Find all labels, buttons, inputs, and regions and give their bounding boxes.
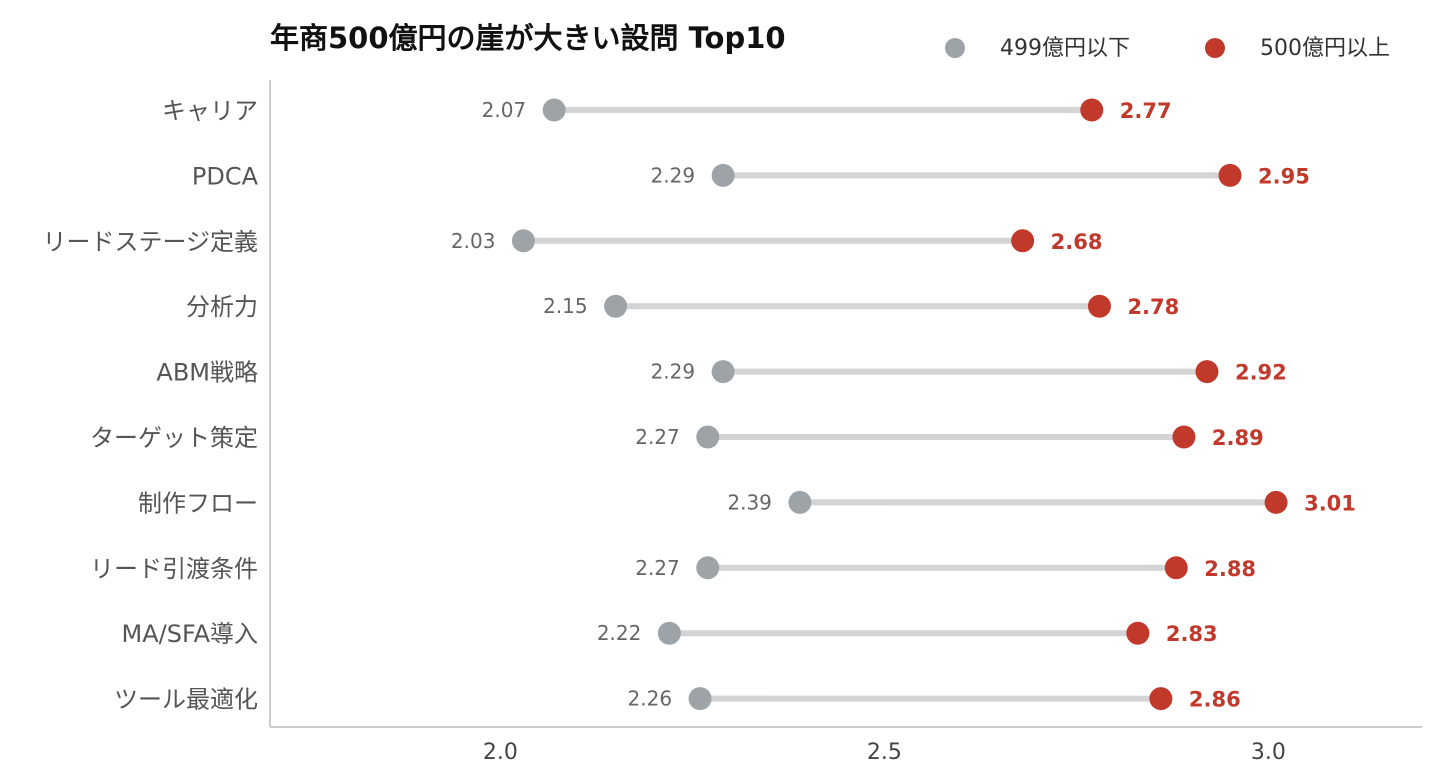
value-label-499-or-less: 2.26: [628, 687, 673, 711]
point-499-or-less: [711, 163, 735, 187]
value-label-499-or-less: 2.27: [635, 425, 680, 449]
category-label: PDCA: [192, 162, 259, 190]
chart-row: ツール最適化 2.26 2.86: [114, 686, 1241, 714]
value-label-500-or-more: 3.01: [1304, 491, 1356, 515]
category-label: リード引渡条件: [90, 555, 258, 583]
point-499-or-less: [657, 621, 681, 645]
value-label-500-or-more: 2.78: [1127, 295, 1179, 319]
chart-row: 制作フロー 2.39 3.01: [138, 489, 1356, 517]
value-label-500-or-more: 2.86: [1189, 688, 1241, 712]
legend-label-500-or-more: 500億円以上: [1260, 36, 1390, 61]
value-label-499-or-less: 2.03: [451, 229, 496, 253]
category-label: MA/SFA導入: [122, 620, 258, 648]
legend-label-499-or-less: 499億円以下: [1000, 36, 1130, 61]
point-500-or-more: [1172, 425, 1196, 449]
point-499-or-less: [511, 229, 535, 253]
x-tick-label: 2.0: [483, 740, 518, 765]
axes: [269, 80, 1422, 728]
point-500-or-more: [1149, 687, 1173, 711]
point-500-or-more: [1164, 556, 1188, 580]
chart-row: リード引渡条件 2.27 2.88: [90, 555, 1256, 583]
point-500-or-more: [1218, 163, 1242, 187]
point-500-or-more: [1195, 360, 1219, 384]
x-tick-label: 2.5: [867, 740, 902, 765]
value-label-499-or-less: 2.27: [635, 556, 680, 580]
point-499-or-less: [696, 425, 720, 449]
category-label: 制作フロー: [138, 489, 258, 517]
chart-row: リードステージ定義 2.03 2.68: [42, 228, 1102, 256]
point-500-or-more: [1126, 621, 1150, 645]
legend-marker-500-or-more: [1205, 38, 1225, 58]
value-label-499-or-less: 2.29: [651, 163, 696, 187]
category-label: ターゲット策定: [90, 424, 258, 452]
chart-row: ターゲット策定 2.27 2.89: [90, 424, 1264, 452]
chart-title: 年商500億円の崖が大きい設問 Top10: [270, 21, 786, 55]
chart-row: MA/SFA導入 2.22 2.83: [122, 620, 1218, 648]
category-label: 分析力: [186, 293, 258, 321]
value-label-500-or-more: 2.89: [1212, 426, 1264, 450]
x-tick-label: 3.0: [1251, 740, 1286, 765]
value-label-500-or-more: 2.95: [1258, 164, 1310, 188]
category-label: キャリア: [162, 97, 258, 125]
category-label: リードステージ定義: [42, 228, 258, 256]
point-499-or-less: [542, 98, 566, 122]
chart-row: ABM戦略 2.29 2.92: [156, 359, 1286, 387]
point-499-or-less: [688, 687, 712, 711]
value-label-499-or-less: 2.15: [543, 294, 588, 318]
value-label-500-or-more: 2.68: [1051, 230, 1103, 254]
value-label-499-or-less: 2.07: [482, 98, 527, 122]
value-label-499-or-less: 2.29: [651, 360, 696, 384]
point-499-or-less: [696, 556, 720, 580]
chart-row: 分析力 2.15 2.78: [186, 293, 1179, 321]
value-label-500-or-more: 2.88: [1204, 557, 1256, 581]
chart-row: PDCA 2.29 2.95: [192, 162, 1310, 190]
point-499-or-less: [711, 360, 735, 384]
point-499-or-less: [788, 490, 812, 514]
category-label: ABM戦略: [156, 359, 258, 387]
category-label: ツール最適化: [114, 686, 258, 714]
x-axis-ticks: 2.0 2.5 3.0: [483, 740, 1286, 765]
value-label-500-or-more: 2.92: [1235, 361, 1287, 385]
chart-row: キャリア 2.07 2.77: [162, 97, 1172, 125]
point-500-or-more: [1080, 98, 1104, 122]
chart-rows: キャリア 2.07 2.77 PDCA 2.29 2.95 リードステージ定義 2.03 2.6…: [42, 97, 1355, 714]
value-label-499-or-less: 2.22: [597, 621, 642, 645]
value-label-500-or-more: 2.77: [1120, 99, 1172, 123]
point-500-or-more: [1087, 294, 1111, 318]
legend-marker-499-or-less: [945, 38, 965, 58]
value-label-500-or-more: 2.83: [1166, 622, 1218, 646]
point-500-or-more: [1264, 490, 1288, 514]
value-label-499-or-less: 2.39: [727, 490, 772, 514]
point-499-or-less: [604, 294, 628, 318]
legend: 499億円以下 500億円以上: [945, 36, 1390, 61]
point-500-or-more: [1011, 229, 1035, 253]
